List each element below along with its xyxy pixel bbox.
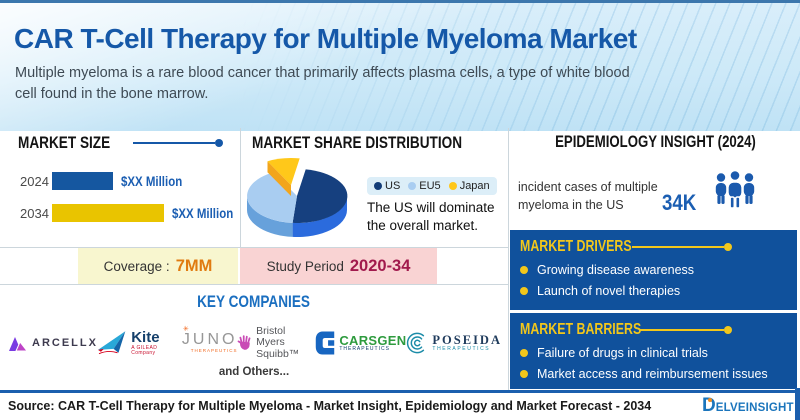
rule-dot xyxy=(724,326,732,334)
kite-subtext: A GILEAD Company xyxy=(131,344,158,356)
divider-horizontal-2 xyxy=(0,284,508,285)
legend-dot-japan xyxy=(448,182,457,190)
bullet-dot xyxy=(520,266,528,274)
bullet-dot xyxy=(520,287,528,295)
logo-bristol-myers-squibb: Bristol Myers Squibb™ xyxy=(237,326,315,359)
bar-row-2024: 2024 $XX Million xyxy=(20,172,193,190)
drivers-list: Growing disease awareness Launch of nove… xyxy=(520,263,787,298)
bar-2034 xyxy=(52,204,164,222)
header-banner: CAR T-Cell Therapy for Multiple Myeloma … xyxy=(0,0,800,131)
bar-value-label: $XX Million xyxy=(172,205,234,221)
pie-wall-us xyxy=(292,196,347,238)
drivers-rule xyxy=(632,243,732,251)
epidemiology-content: incident cases of multiple myeloma in th… xyxy=(518,168,794,214)
rule-dot xyxy=(215,139,223,147)
company-logos-row: ARCELLX Kite A GILEAD Company ✳ JUNO THE… xyxy=(8,322,502,364)
juno-wordmark: JUNO xyxy=(181,331,238,349)
page-title: CAR T-Cell Therapy for Multiple Myeloma … xyxy=(14,23,637,54)
legend-item-eu5: EU5 xyxy=(408,180,441,192)
barriers-rule xyxy=(640,326,732,334)
bar-value-label: $XX Million xyxy=(121,173,183,189)
study-period-strip: Study Period 2020-34 xyxy=(240,248,437,284)
poseida-subtext: THERAPEUTICS xyxy=(432,345,491,352)
bullet-dot xyxy=(520,370,528,378)
page-subtitle: Multiple myeloma is a rare blood cancer … xyxy=(15,65,630,103)
bms-wordmark-line2: Squibb™ xyxy=(256,347,300,360)
footer-divider xyxy=(0,390,800,393)
driver-item: Launch of novel therapies xyxy=(520,284,787,298)
carsgen-subtext: THERAPEUTICS xyxy=(339,346,390,353)
market-size-rule xyxy=(133,139,223,147)
market-drivers-heading: MARKET DRIVERS xyxy=(520,238,632,255)
arcellx-wordmark: ARCELLX xyxy=(32,337,98,349)
coverage-value: 7MM xyxy=(175,256,213,275)
epidemiology-heading: EPIDEMIOLOGY INSIGHT (2024) xyxy=(554,133,756,151)
poseida-wordmark: POSEIDA xyxy=(432,332,502,347)
divider-horizontal-1 xyxy=(0,247,508,248)
bar-year-label: 2034 xyxy=(20,205,49,221)
market-share-note: The US will dominate the overall market. xyxy=(367,200,495,233)
market-size-heading: MARKET SIZE xyxy=(18,133,111,152)
legend-item-us: US xyxy=(374,180,400,192)
arcellx-icon xyxy=(9,337,28,352)
delveinsight-logo-d: D xyxy=(702,395,716,416)
bar-row-2034: 2034 $XX Million xyxy=(20,204,244,222)
right-edge-accent xyxy=(795,388,800,420)
bar-2024 xyxy=(52,172,113,190)
epidemiology-label: incident cases of multiple myeloma in th… xyxy=(518,180,658,212)
logo-poseida: POSEIDA THERAPEUTICS xyxy=(406,332,502,354)
study-period-label: Study Period xyxy=(266,258,344,274)
logo-kite: Kite A GILEAD Company xyxy=(97,328,182,356)
divider-vertical-2 xyxy=(508,128,509,390)
coverage-strip: Coverage : 7MM xyxy=(78,248,238,284)
pie-legend: US EU5 Japan xyxy=(367,177,497,195)
juno-subtext: THERAPEUTICS xyxy=(190,348,238,354)
carsgen-wordmark: CARSGEN xyxy=(339,332,407,348)
pie-slice-us xyxy=(292,169,348,224)
rule-dot xyxy=(724,243,732,251)
coverage-label: Coverage : xyxy=(103,258,170,274)
epidemiology-value: 34K xyxy=(662,190,697,215)
legend-dot-us xyxy=(374,182,382,190)
logo-juno: ✳ JUNO THERAPEUTICS xyxy=(181,326,238,354)
bms-wordmark-line1: Bristol Myers xyxy=(256,325,286,349)
bullet-dot xyxy=(520,349,528,357)
bar-year-label: 2024 xyxy=(20,173,49,189)
pie-slice-japan xyxy=(267,157,300,185)
barriers-list: Failure of drugs in clinical trials Mark… xyxy=(520,346,787,381)
divider-vertical-1 xyxy=(240,128,241,247)
legend-dot-eu5 xyxy=(408,182,417,190)
market-barriers-heading: MARKET BARRIERS xyxy=(520,321,642,338)
pie-wall-japan xyxy=(267,161,291,196)
barrier-item: Failure of drugs in clinical trials xyxy=(520,346,787,360)
market-drivers-box: MARKET DRIVERS Growing disease awareness… xyxy=(510,230,797,310)
bms-hand-icon xyxy=(238,335,251,350)
logo-arcellx: ARCELLX xyxy=(8,334,98,352)
juno-star-icon: ✳ xyxy=(182,326,189,334)
market-barriers-box: MARKET BARRIERS Failure of drugs in clin… xyxy=(510,313,797,389)
study-period-value: 2020-34 xyxy=(349,256,411,275)
logo-carsgen: CARSGEN THERAPEUTICS xyxy=(315,329,406,357)
poseida-spiral-icon xyxy=(407,332,425,354)
kite-wordmark: Kite xyxy=(131,328,160,346)
carsgen-icon xyxy=(316,331,335,355)
key-companies-heading: KEY COMPANIES xyxy=(197,292,311,311)
legend-item-japan: Japan xyxy=(448,180,490,192)
delveinsight-logo: D ELVEINSIGHT xyxy=(702,396,794,415)
pie-wall-eu5 xyxy=(247,196,293,237)
source-text: Source: CAR T-Cell Therapy for Multiple … xyxy=(8,399,652,413)
and-others-label: and Others... xyxy=(218,366,290,378)
people-icon xyxy=(716,169,755,209)
pie-chart-3d xyxy=(247,157,348,238)
market-share-heading: MARKET SHARE DISTRIBUTION xyxy=(252,133,463,152)
delveinsight-logo-text: ELVEINSIGHT xyxy=(715,402,794,414)
kite-icon xyxy=(97,331,126,355)
barrier-item: Market access and reimbursement issues xyxy=(520,367,787,381)
driver-item: Growing disease awareness xyxy=(520,263,787,277)
